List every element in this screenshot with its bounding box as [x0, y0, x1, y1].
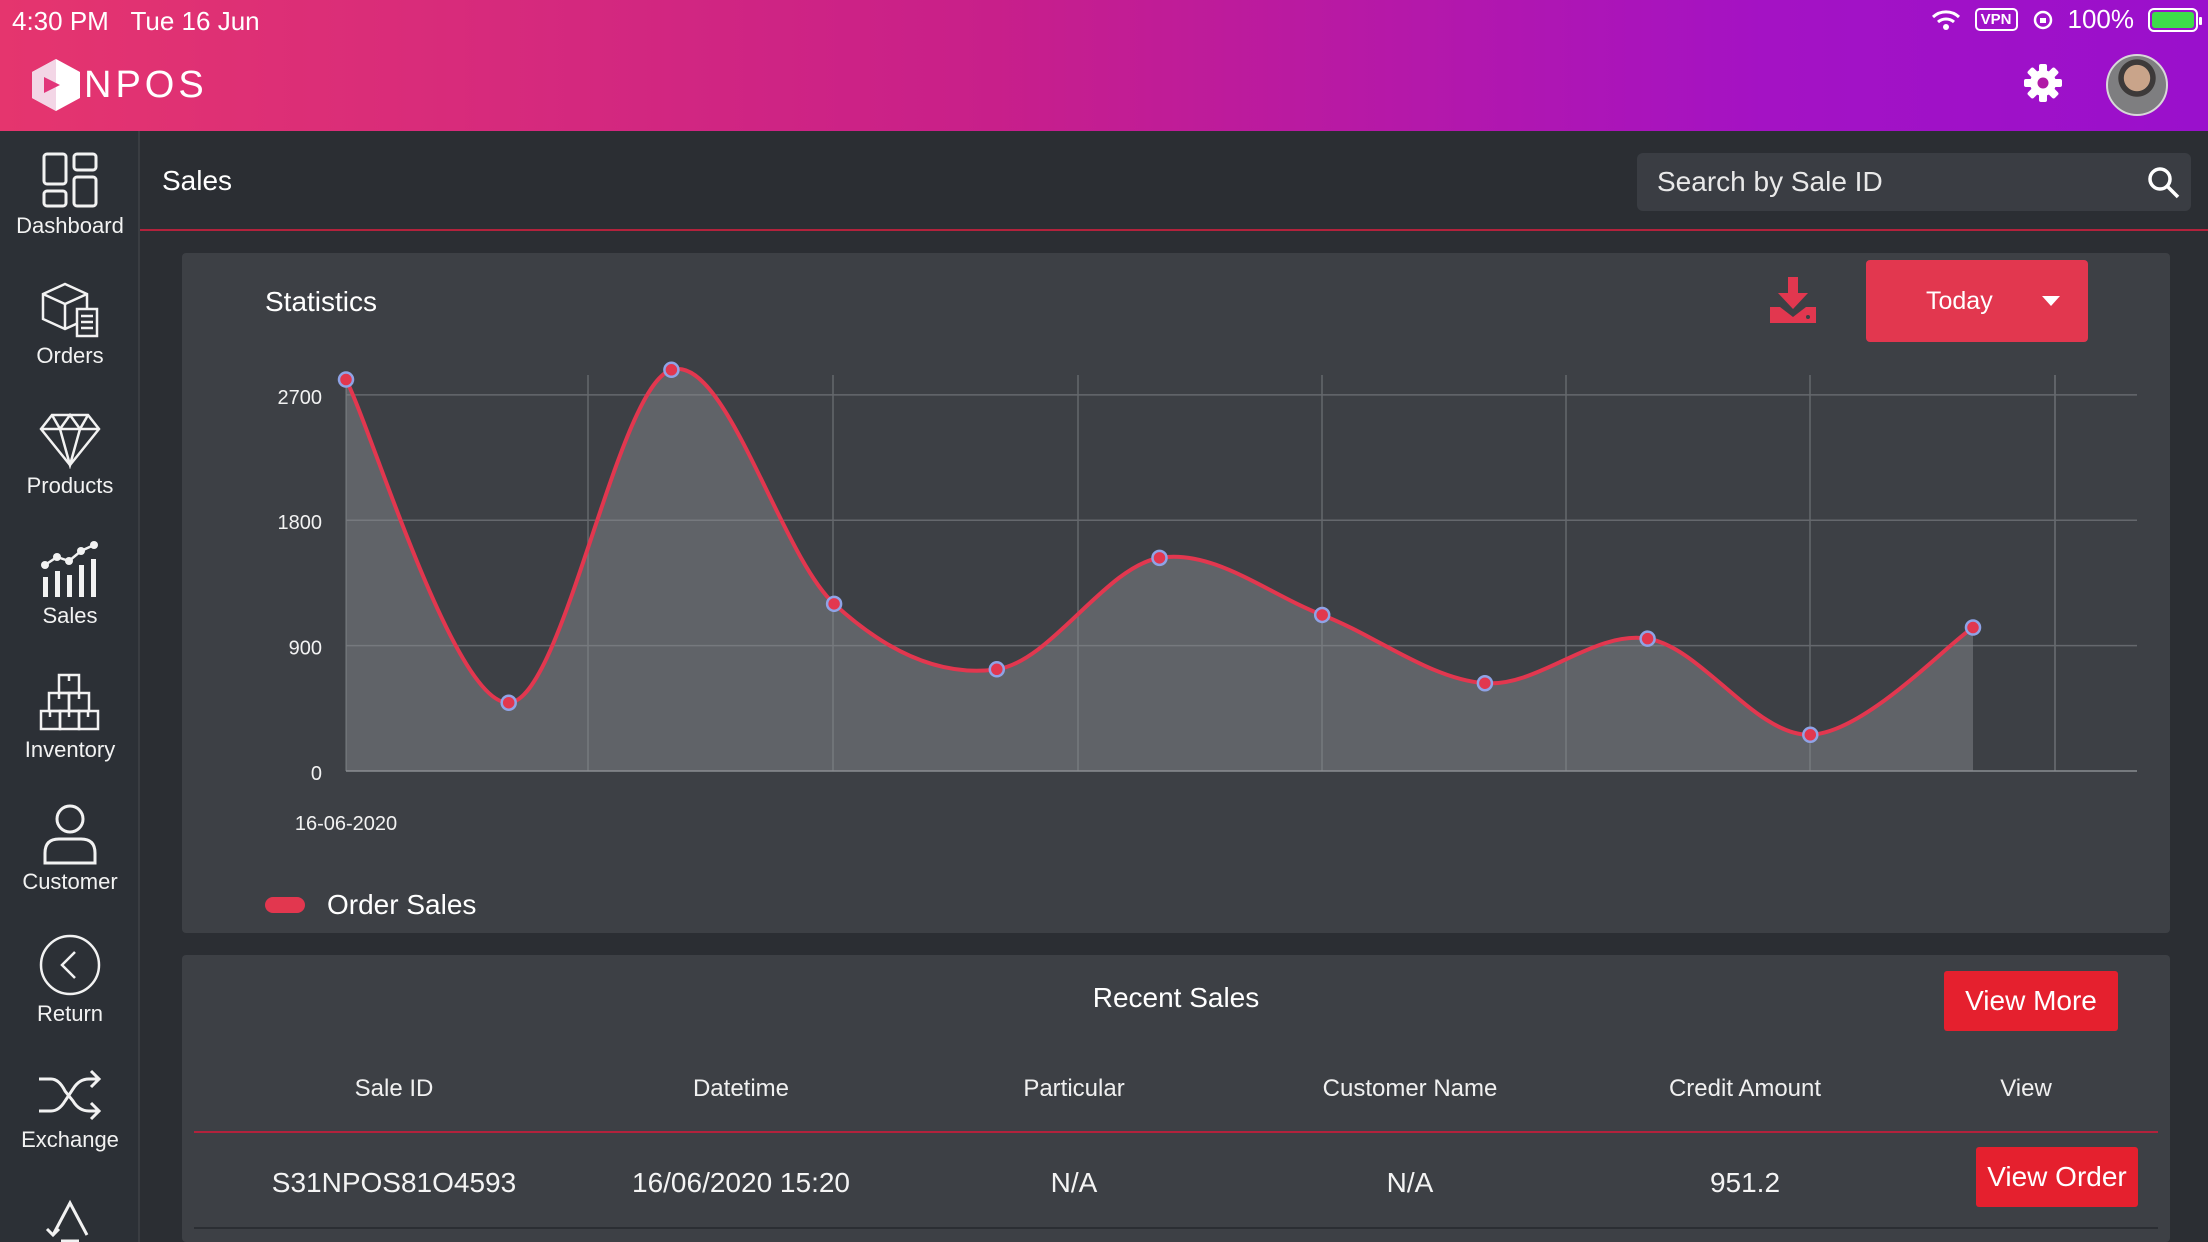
sidebar-item-label: Customer	[22, 869, 118, 894]
sidebar-item-exchange[interactable]: Exchange	[0, 1067, 140, 1153]
sidebar-item-more[interactable]	[0, 1195, 140, 1242]
settings-gear-icon[interactable]	[2022, 62, 2064, 104]
user-avatar[interactable]	[2106, 54, 2168, 116]
data-point[interactable]	[1151, 549, 1168, 567]
x-tick-label: 16-06-2020	[295, 813, 397, 835]
battery-percent: 100%	[2067, 4, 2135, 34]
sidebar-item-orders[interactable]: Orders	[0, 281, 140, 369]
period-dropdown[interactable]: Today	[1866, 260, 2088, 342]
sidebar-nav: Dashboard Orders Products Sales Inve	[0, 131, 140, 1242]
back-circle-icon	[39, 934, 101, 996]
data-point[interactable]	[1964, 619, 1982, 636]
data-point[interactable]	[825, 595, 843, 613]
status-indicators: VPN 100%	[1931, 4, 2202, 35]
orders-icon	[41, 282, 99, 338]
column-header: Datetime	[692, 1075, 790, 1102]
diamond-icon	[39, 412, 101, 469]
view-more-button[interactable]: View More	[1944, 971, 2118, 1031]
data-point[interactable]	[337, 371, 355, 388]
sale-id-cell: S31NPOS81O4593	[271, 1167, 517, 1198]
data-point[interactable]	[663, 361, 680, 379]
recent-sales-card: Recent Sales View More Sale ID Datetime …	[182, 955, 2170, 1242]
top-bar: 4:30 PM Tue 16 Jun VPN 100% NPOS	[0, 0, 2208, 131]
app-logo: NPOS	[30, 57, 208, 113]
page-header: Sales	[140, 131, 2208, 231]
page-title: Sales	[162, 165, 233, 196]
data-point[interactable]	[1639, 630, 1656, 647]
customer-name-cell: N/A	[1386, 1167, 1434, 1198]
data-point[interactable]	[500, 694, 517, 711]
data-point[interactable]	[1476, 674, 1494, 692]
sidebar-item-label: Exchange	[21, 1127, 119, 1152]
series-line	[344, 366, 1975, 737]
datetime-cell: 16/06/2020 15:20	[632, 1167, 850, 1198]
status-date: Tue 16 Jun	[130, 6, 260, 36]
sidebar-item-label: Sales	[42, 603, 98, 628]
series-area	[346, 368, 1973, 771]
y-tick-label: 1800	[278, 512, 323, 534]
logo-text: NPOS	[84, 63, 208, 106]
sales-chart: 0 900 1800 2700 16-06-2020	[278, 361, 2137, 835]
vpn-badge: VPN	[1974, 8, 2018, 31]
sidebar-item-label: Dashboard	[16, 213, 124, 238]
data-point[interactable]	[1313, 606, 1331, 624]
column-header: View	[2000, 1075, 2052, 1102]
sales-chart-icon	[41, 541, 98, 597]
column-header: Customer Name	[1322, 1075, 1498, 1102]
statistics-title: Statistics	[265, 286, 378, 317]
sidebar-item-label: Inventory	[24, 737, 116, 762]
y-tick-label: 2700	[278, 387, 323, 409]
statistics-card: Statistics Today 0 900 1800 2700 16-06-2020 …	[182, 253, 2170, 933]
user-icon	[43, 804, 97, 865]
sidebar-item-label: Return	[36, 1001, 104, 1026]
sidebar-item-dashboard[interactable]: Dashboard	[0, 151, 140, 239]
sidebar-item-label: Orders	[36, 343, 104, 368]
view-order-button[interactable]: View Order	[1976, 1147, 2138, 1207]
download-icon[interactable]	[1768, 275, 1818, 325]
data-point[interactable]	[1802, 726, 1819, 744]
sidebar-item-products[interactable]: Products	[0, 411, 140, 499]
status-clock: 4:30 PM	[12, 6, 109, 36]
dashboard-icon	[42, 152, 98, 208]
period-dropdown-label: Today	[1926, 286, 1993, 315]
legend-swatch	[265, 897, 305, 913]
sidebar-item-sales[interactable]: Sales	[0, 541, 140, 629]
column-header: Credit Amount	[1668, 1075, 1822, 1102]
chart-legend: Order Sales	[265, 889, 476, 921]
sidebar-item-return[interactable]: Return	[0, 933, 140, 1027]
status-time: 4:30 PM Tue 16 Jun	[12, 6, 260, 37]
recent-sales-title: Recent Sales	[1092, 982, 1260, 1013]
shuffle-icon	[39, 1069, 102, 1121]
sidebar-item-inventory[interactable]: Inventory	[0, 671, 140, 763]
wifi-icon	[1931, 9, 1960, 30]
npos-logo-icon	[32, 59, 80, 111]
particular-cell: N/A	[1050, 1167, 1098, 1198]
table-header: Sale ID Datetime Particular Customer Nam…	[194, 1045, 2158, 1133]
column-header: Particular	[1023, 1075, 1125, 1102]
orientation-lock-icon	[2033, 10, 2052, 29]
credit-amount-cell: 951.2	[1709, 1167, 1781, 1198]
sidebar-item-label: Products	[26, 473, 114, 498]
legend-label: Order Sales	[327, 889, 477, 920]
search-icon[interactable]	[2147, 166, 2181, 200]
chevron-down-icon	[2042, 296, 2060, 306]
search-box	[1637, 153, 2191, 211]
search-input[interactable]	[1637, 153, 2127, 211]
y-tick-label: 0	[311, 763, 322, 785]
sidebar-item-customer[interactable]: Customer	[0, 803, 140, 895]
battery-icon	[2148, 7, 2202, 32]
recycle-icon	[45, 1199, 89, 1242]
data-point[interactable]	[988, 661, 1006, 678]
column-header: Sale ID	[354, 1075, 434, 1102]
inventory-boxes-icon	[39, 673, 100, 731]
table-row: S31NPOS81O4593 16/06/2020 15:20 N/A N/A …	[194, 1133, 2158, 1229]
y-tick-label: 900	[289, 638, 322, 660]
